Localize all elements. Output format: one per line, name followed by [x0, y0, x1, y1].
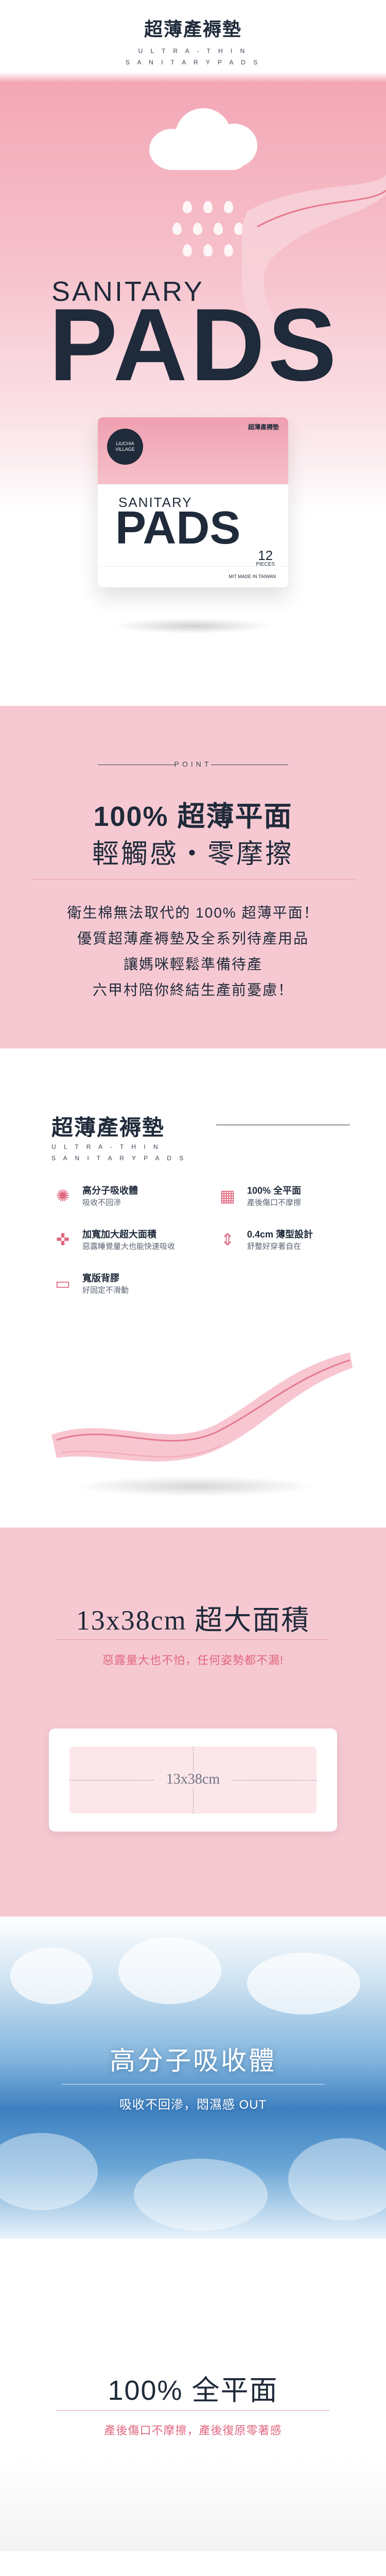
package-brand-badge: LIUCHIA VILLAGE — [107, 429, 143, 465]
ribbon-shadow — [72, 1476, 319, 1497]
feature-title: 寬版背膠 — [82, 1273, 119, 1283]
feature-title: 100% 全平面 — [247, 1185, 302, 1196]
size-divider — [57, 1639, 329, 1640]
size-section: 13x38cm 超大面積 惡露量大也不怕，任何姿勢都不漏! 13x38cm — [0, 1528, 386, 1917]
tape-icon: ▭ — [55, 1274, 71, 1293]
flat-divider — [57, 2410, 329, 2411]
point-label: POINT — [174, 760, 212, 768]
feature-desc: 舒整好穿著自在 — [247, 1242, 302, 1251]
features-subtitle-line1: U L T R A - T H I N — [51, 1143, 161, 1150]
ice-crystal — [134, 2159, 268, 2231]
ice-crystal — [118, 1937, 221, 2004]
thin-icon: ⇕ — [220, 1230, 235, 1249]
ice-crystal — [0, 2133, 98, 2210]
absorb-icon: ✺ — [56, 1187, 70, 1205]
package-shadow — [113, 618, 273, 634]
ice-crystal — [288, 2138, 386, 2221]
absorb-section: 高分子吸收體 吸收不回滲，悶濕感 OUT — [0, 1917, 386, 2239]
pad-inner-area: 13x38cm — [69, 1747, 317, 1814]
feature-item: ✺ 高分子吸收體 吸收不回滲 — [51, 1182, 185, 1213]
pad-size-illustration: 13x38cm — [49, 1728, 337, 1832]
size-title: 13x38cm 超大面積 — [76, 1605, 310, 1636]
ice-crystal — [10, 1947, 93, 2004]
package-mit-label: MIT MADE IN TAIWAN — [229, 574, 276, 579]
point-paragraph-line: 六甲村陪你終結生產前憂慮！ — [92, 982, 293, 998]
cloud-illustration — [139, 103, 262, 170]
features-title: 超薄產褥墊 — [51, 1115, 165, 1140]
feature-title: 0.4cm 薄型設計 — [247, 1229, 313, 1240]
flat-subtitle: 產後傷口不摩擦，產後復原零著感 — [104, 2424, 282, 2437]
package-count: 12 PIECES — [256, 549, 275, 567]
package-pads-word: PADS — [115, 502, 241, 554]
hero-subtitle-line2: S A N I T A R Y P A D S — [125, 59, 261, 66]
feature-desc: 吸收不回滲 — [82, 1198, 121, 1207]
point-paragraph-line: 讓媽咪輕鬆準備待產 — [123, 956, 262, 972]
features-subtitle-line2: S A N I T A R Y P A D S — [51, 1155, 187, 1162]
package-bottom-band: MIT MADE IN TAIWAN — [98, 566, 288, 587]
point-paragraph-line: 衛生棉無法取代的 100% 超薄平面！ — [67, 905, 319, 921]
feature-title: 高分子吸收體 — [82, 1185, 138, 1196]
flat-title: 100% 全平面 — [108, 2375, 278, 2406]
size-subtitle: 惡露量大也不怕，任何姿勢都不漏! — [102, 1654, 284, 1667]
pad-ribbon-illustration — [51, 1352, 353, 1462]
expand-icon: ✜ — [56, 1230, 70, 1249]
product-package: LIUCHIA VILLAGE 超薄產褥墊 SANITARY PADS 12 P… — [98, 417, 288, 587]
feature-desc: 好固定不滑動 — [82, 1286, 129, 1295]
feature-desc: 惡露睡覺量大也能快速吸收 — [82, 1242, 176, 1251]
pad-size-label: 13x38cm — [154, 1771, 232, 1788]
point-headline-1: 100% 超薄平面 — [93, 801, 293, 832]
point-headline-2: 輕觸感・零摩擦 — [92, 839, 294, 869]
hero-sanitary-word: SANITARY — [51, 276, 205, 307]
feature-item: ▭ 寬版背膠 好固定不滑動 — [51, 1270, 185, 1301]
hero-title: 超薄產褥墊 — [144, 19, 242, 40]
package-count-unit: PIECES — [256, 562, 275, 567]
absorb-subtitle: 吸收不回滲，悶濕感 OUT — [119, 2098, 267, 2112]
package-count-number: 12 — [258, 548, 273, 563]
feature-desc: 產後傷口不摩擦 — [247, 1198, 302, 1207]
absorb-title: 高分子吸收體 — [110, 2046, 276, 2075]
point-section: POINT 100% 超薄平面 輕觸感・零摩擦 衛生棉無法取代的 100% 超薄… — [0, 706, 386, 1048]
point-paragraph-line: 優質超薄產褥墊及全系列待產用品 — [77, 930, 309, 946]
feature-item: ▦ 100% 全平面 產後傷口不摩擦 — [216, 1182, 350, 1213]
hero-subtitle-line1: U L T R A - T H I N — [138, 47, 248, 55]
hero-pads-word: PADS — [49, 287, 340, 402]
feature-title: 加寬加大超大面積 — [82, 1229, 156, 1240]
package-side-title: 超薄產褥墊 — [248, 423, 279, 431]
features-section: 超薄產褥墊 U L T R A - T H I N S A N I T A R … — [0, 1048, 386, 1528]
flat-icon: ▦ — [219, 1187, 236, 1205]
pad-ribbon-illustration — [242, 175, 386, 340]
flat-section: 100% 全平面 產後傷口不摩擦，產後復原零著感 — [0, 2239, 386, 2551]
feature-item: ⇕ 0.4cm 薄型設計 舒整好穿著自在 — [216, 1226, 350, 1257]
package-sanitary-word: SANITARY — [118, 495, 192, 510]
hero-section: 超薄產褥墊 U L T R A - T H I N S A N I T A R … — [0, 0, 386, 706]
feature-item: ✜ 加寬加大超大面積 惡露睡覺量大也能快速吸收 — [51, 1226, 185, 1257]
ice-crystal — [247, 1953, 360, 2014]
